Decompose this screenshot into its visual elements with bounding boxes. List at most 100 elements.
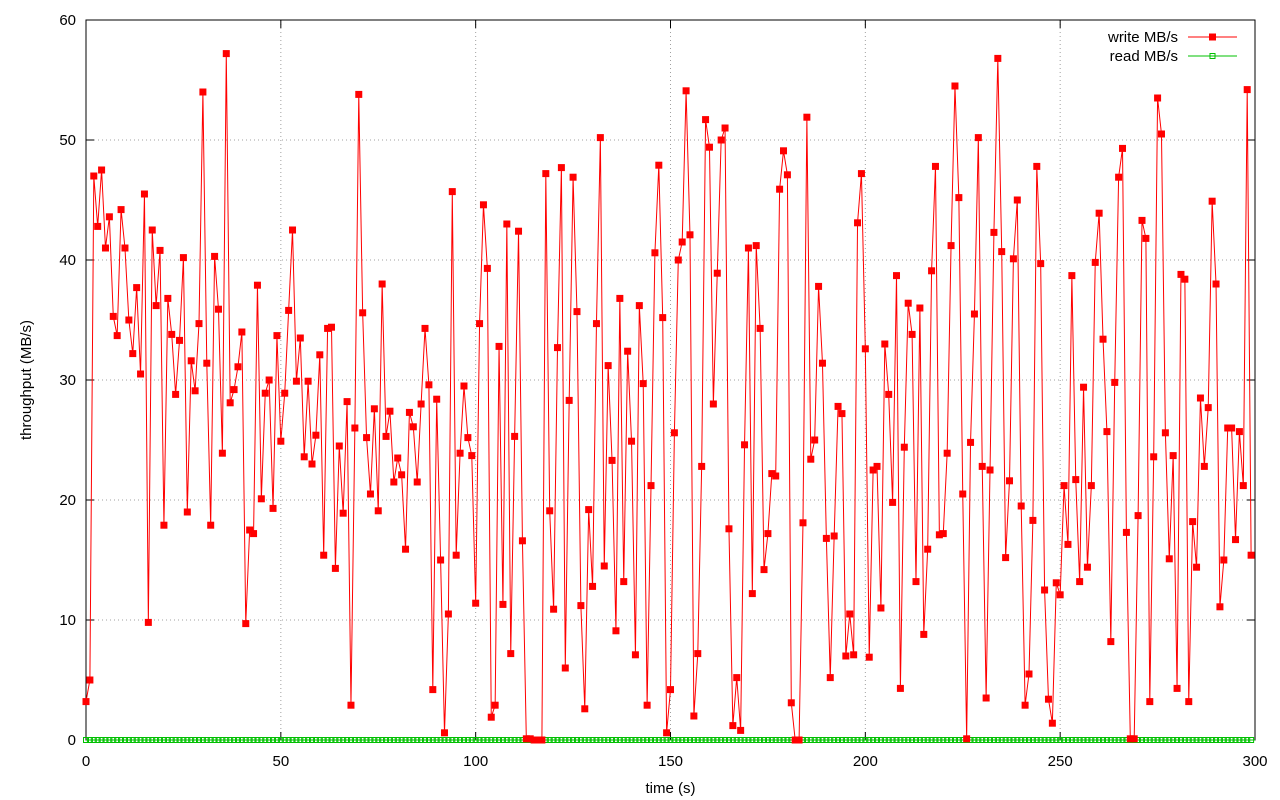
write-point bbox=[608, 456, 616, 464]
write-point bbox=[409, 423, 417, 431]
write-point bbox=[440, 729, 448, 737]
write-point bbox=[1173, 684, 1181, 692]
read-point bbox=[651, 737, 658, 743]
read-point bbox=[620, 737, 627, 743]
write-point bbox=[308, 460, 316, 468]
write-point bbox=[725, 525, 733, 533]
read-point bbox=[749, 737, 756, 743]
read-point bbox=[581, 737, 588, 743]
tick-labels: 0 50 100 150 200 250 300 0 10 20 30 40 50 60 bbox=[59, 12, 1267, 770]
write-point bbox=[889, 498, 897, 506]
write-point bbox=[702, 116, 710, 124]
read-point bbox=[359, 737, 366, 743]
read-point bbox=[118, 737, 125, 743]
write-point bbox=[1041, 586, 1049, 594]
write-point bbox=[265, 376, 273, 384]
read-point bbox=[301, 737, 308, 743]
read-point bbox=[768, 737, 775, 743]
read-point bbox=[488, 737, 495, 743]
write-point bbox=[425, 381, 433, 389]
read-point bbox=[480, 737, 487, 743]
read-point bbox=[663, 737, 670, 743]
write-point bbox=[1154, 94, 1162, 102]
write-point bbox=[339, 509, 347, 517]
y-tick-label: 10 bbox=[59, 612, 76, 629]
write-point bbox=[651, 249, 659, 257]
read-point bbox=[203, 737, 210, 743]
read-point bbox=[1057, 737, 1064, 743]
read-point bbox=[1115, 737, 1122, 743]
read-point bbox=[320, 737, 327, 743]
read-point bbox=[250, 737, 257, 743]
write-point bbox=[1126, 735, 1134, 743]
read-point bbox=[110, 737, 117, 743]
read-point bbox=[98, 737, 105, 743]
read-point bbox=[640, 737, 647, 743]
write-point bbox=[289, 226, 297, 234]
write-point bbox=[343, 398, 351, 406]
read-point bbox=[262, 737, 269, 743]
write-point bbox=[920, 630, 928, 638]
read-point bbox=[862, 737, 869, 743]
write-point bbox=[1095, 209, 1103, 217]
read-point bbox=[648, 737, 655, 743]
read-point bbox=[838, 737, 845, 743]
read-point bbox=[231, 737, 238, 743]
read-point bbox=[1177, 737, 1184, 743]
write-point bbox=[191, 387, 199, 395]
write-point bbox=[916, 304, 924, 312]
write-point bbox=[694, 650, 702, 658]
write-point bbox=[569, 173, 577, 181]
read-point bbox=[893, 737, 900, 743]
write-point bbox=[912, 578, 920, 586]
write-point bbox=[705, 143, 713, 151]
read-point bbox=[983, 737, 990, 743]
write-point bbox=[1083, 563, 1091, 571]
read-point bbox=[558, 737, 565, 743]
write-point bbox=[1044, 695, 1052, 703]
write-point bbox=[1064, 540, 1072, 548]
read-point bbox=[585, 737, 592, 743]
read-point bbox=[188, 737, 195, 743]
write-point bbox=[838, 410, 846, 418]
read-point bbox=[305, 737, 312, 743]
write-point bbox=[437, 556, 445, 564]
write-point bbox=[1200, 462, 1208, 470]
write-point bbox=[1232, 536, 1240, 544]
write-point bbox=[1239, 482, 1247, 490]
read-point bbox=[390, 737, 397, 743]
write-point bbox=[943, 449, 951, 457]
series-write bbox=[82, 50, 1255, 744]
read-point bbox=[1100, 737, 1107, 743]
read-point bbox=[1092, 737, 1099, 743]
write-point bbox=[834, 402, 842, 410]
read-point bbox=[297, 737, 304, 743]
read-point bbox=[780, 737, 787, 743]
read-point bbox=[609, 737, 616, 743]
read-point bbox=[379, 737, 386, 743]
write-point bbox=[327, 323, 335, 331]
write-point bbox=[1060, 482, 1068, 490]
read-point bbox=[1119, 737, 1126, 743]
write-point bbox=[140, 190, 148, 198]
read-point bbox=[355, 737, 362, 743]
write-point bbox=[1029, 516, 1037, 524]
write-point bbox=[518, 537, 526, 545]
write-point bbox=[842, 652, 850, 660]
read-point bbox=[589, 737, 596, 743]
write-point bbox=[744, 244, 752, 252]
read-point bbox=[694, 737, 701, 743]
write-point bbox=[647, 482, 655, 490]
read-point bbox=[811, 737, 818, 743]
write-point bbox=[499, 600, 507, 608]
read-point bbox=[164, 737, 171, 743]
write-point bbox=[776, 185, 784, 193]
write-point bbox=[316, 351, 324, 359]
write-point bbox=[994, 54, 1002, 62]
write-point bbox=[195, 320, 203, 328]
write-point bbox=[507, 650, 515, 658]
write-point bbox=[807, 455, 815, 463]
write-point bbox=[257, 495, 265, 503]
read-point bbox=[157, 737, 164, 743]
